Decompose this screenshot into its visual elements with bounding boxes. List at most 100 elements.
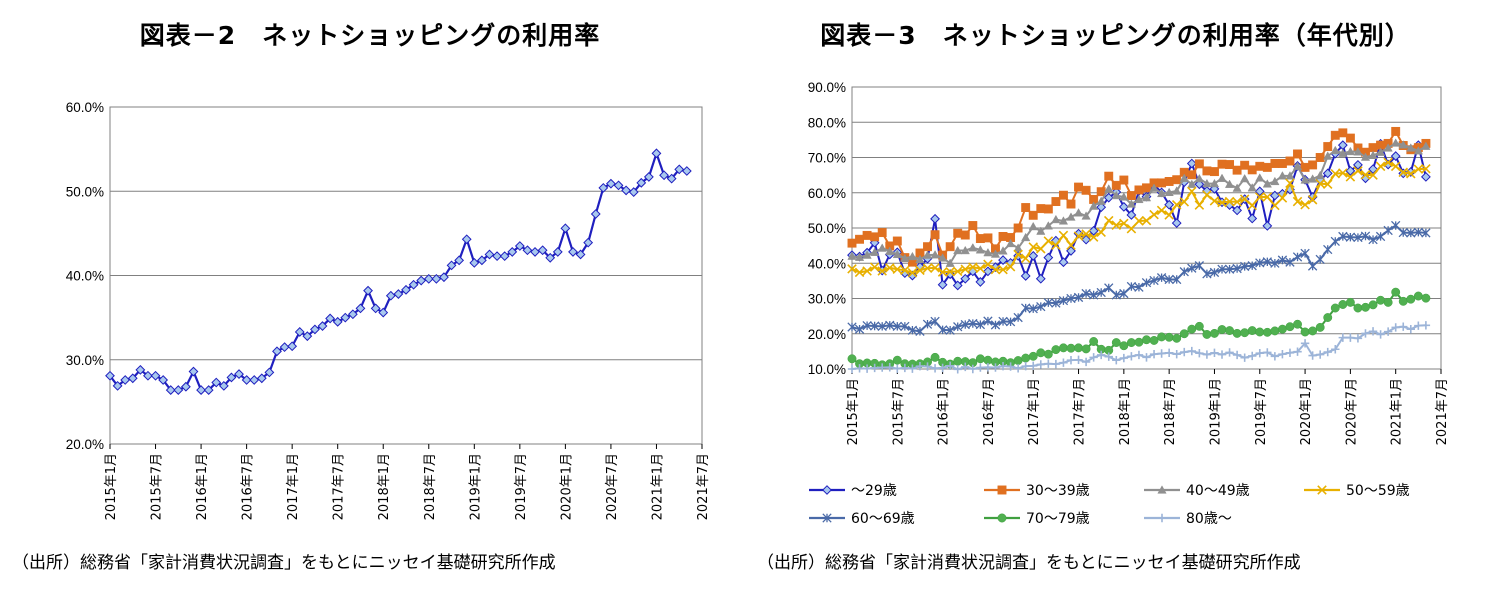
data-point (1187, 179, 1197, 188)
data-point (1285, 348, 1295, 357)
data-point (378, 307, 389, 318)
data-point (1277, 324, 1287, 334)
data-point (476, 255, 487, 266)
data-point (1111, 180, 1121, 190)
data-point (1285, 257, 1295, 267)
data-point (1013, 356, 1023, 365)
data-point (862, 364, 872, 373)
data-point (945, 325, 955, 335)
data-point (1157, 349, 1166, 358)
data-point (1368, 327, 1378, 336)
x-tick-label: 2015年1月 (846, 378, 861, 445)
data-point (393, 289, 404, 299)
data-point (1217, 264, 1227, 274)
data-point (1043, 204, 1053, 214)
y-tick-label: 70.0% (808, 151, 846, 166)
data-point (1315, 170, 1325, 180)
data-point (869, 321, 880, 331)
data-point (976, 363, 985, 372)
data-point (1021, 361, 1030, 371)
data-point (907, 268, 918, 278)
data-point (1300, 175, 1310, 184)
data-point (1194, 173, 1204, 183)
data-point (1028, 221, 1038, 231)
data-point (1278, 349, 1287, 359)
data-point (1036, 226, 1046, 235)
data-point (651, 148, 662, 159)
data-point (1111, 290, 1121, 300)
data-point (1073, 231, 1084, 241)
data-point (1088, 232, 1099, 242)
data-point (1104, 352, 1113, 361)
y-tick-label: 80.0% (808, 115, 846, 130)
data-point (1028, 304, 1038, 314)
data-point (1089, 353, 1098, 362)
legend-swatch (809, 485, 845, 495)
x-tick-label: 2017年7月 (332, 453, 347, 520)
data-point (674, 164, 685, 175)
data-point (545, 252, 556, 263)
data-point (1262, 179, 1272, 188)
x-tick-label: 2017年1月 (286, 453, 301, 520)
data-point (953, 228, 963, 238)
data-point (659, 170, 669, 181)
data-point (203, 385, 214, 395)
data-point (847, 251, 857, 260)
data-point (1103, 215, 1114, 226)
data-point (1028, 242, 1038, 252)
legend-item: ～29歳 (807, 478, 897, 502)
data-point (1217, 197, 1227, 208)
data-point (1164, 187, 1174, 197)
data-point (892, 236, 902, 246)
data-point (892, 355, 902, 365)
data-point (1262, 192, 1273, 202)
data-point (1300, 248, 1310, 259)
data-point (1406, 228, 1416, 238)
legend-swatch (1144, 513, 1180, 523)
data-point (1224, 179, 1235, 188)
data-point (446, 260, 457, 271)
data-point (1360, 231, 1371, 241)
data-point (1096, 227, 1106, 237)
data-point (892, 264, 903, 275)
data-point (1247, 213, 1258, 224)
data-point (1089, 337, 1099, 346)
data-point (1066, 199, 1076, 209)
data-point (945, 266, 955, 277)
data-point (998, 255, 1008, 265)
x-tick-label: 2018年1月 (1118, 378, 1133, 445)
data-point (1179, 173, 1189, 182)
data-point (1277, 193, 1288, 203)
data-point (1353, 166, 1363, 176)
series-70～79歳 (847, 287, 1431, 370)
y-tick-label: 50.0% (66, 184, 104, 199)
x-tick-label: 2020年7月 (605, 453, 620, 520)
legend-marker (1157, 513, 1167, 523)
data-point (454, 255, 465, 266)
x-tick-label: 2019年1月 (468, 453, 483, 520)
data-point (1021, 353, 1031, 363)
data-point (937, 253, 948, 262)
data-point (930, 213, 940, 224)
data-point (1058, 295, 1069, 306)
data-point (1081, 229, 1091, 239)
data-point (1383, 225, 1393, 236)
data-point (1263, 348, 1272, 357)
legend-swatch (984, 513, 1020, 523)
data-point (560, 223, 571, 234)
data-point (1186, 158, 1197, 169)
data-point (423, 273, 434, 284)
data-point (1103, 192, 1114, 203)
data-point (1142, 335, 1151, 345)
data-point (1413, 164, 1424, 174)
data-point (1134, 185, 1144, 195)
data-point (862, 250, 872, 259)
data-point (1308, 160, 1318, 170)
data-point (1029, 361, 1038, 371)
data-point (249, 375, 260, 385)
series-50～59歳 (847, 157, 1431, 278)
data-point (1187, 186, 1197, 197)
data-point (862, 230, 872, 240)
data-point (1376, 295, 1386, 305)
data-point (1209, 267, 1220, 278)
